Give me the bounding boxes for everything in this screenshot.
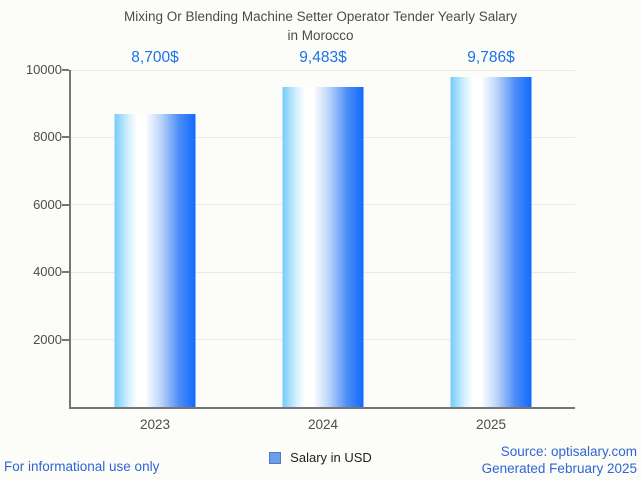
legend-marker-icon (269, 451, 282, 464)
source-block: Source: optisalary.com Generated Februar… (482, 443, 637, 477)
y-tick-label: 8000 (33, 129, 62, 145)
chart-title-line1: Mixing Or Blending Machine Setter Operat… (124, 9, 517, 24)
bar-slot: 9,786$ 2025 (407, 49, 575, 432)
bar-value-label: 9,786$ (467, 49, 515, 66)
y-axis-tick (62, 271, 69, 274)
source-link[interactable]: Source: optisalary.com (500, 444, 637, 459)
y-axis-labels: 2000 4000 6000 8000 10000 (0, 62, 62, 407)
y-tick-label: 6000 (33, 196, 62, 212)
disclaimer-text: For informational use only (4, 459, 160, 474)
chart-title: Mixing Or Blending Machine Setter Operat… (0, 7, 641, 45)
bar-slots: 8,700$ 2023 9,483$ 2024 9,786$ 2025 (71, 49, 575, 432)
y-tick-label: 4000 (33, 264, 62, 280)
y-tick-label: 10000 (25, 62, 62, 77)
x-tick-label: 2025 (475, 417, 507, 432)
bar-value-label: 9,483$ (299, 49, 347, 66)
x-tick-label: 2024 (307, 417, 339, 432)
bar (114, 113, 196, 407)
plot-area: 8,700$ 2023 9,483$ 2024 9,786$ 2025 (62, 49, 575, 432)
legend-label: Salary in USD (290, 450, 372, 465)
legend: Salary in USD (0, 450, 641, 465)
bar (282, 87, 364, 407)
bar (450, 77, 532, 407)
y-tick-label: 2000 (33, 331, 62, 347)
bar-slot: 9,483$ 2024 (239, 49, 407, 432)
bar-value-label: 8,700$ (131, 49, 179, 66)
x-tick-label: 2023 (139, 417, 171, 432)
y-axis-tick (62, 136, 69, 139)
chart-title-line2: in Morocco (287, 28, 354, 43)
y-axis-tick (62, 338, 69, 341)
gridline (71, 69, 575, 71)
bar-slot: 8,700$ 2023 (71, 49, 239, 432)
y-axis-tick (62, 69, 69, 71)
generated-date: Generated February 2025 (481, 461, 637, 476)
y-axis-tick (62, 203, 69, 206)
